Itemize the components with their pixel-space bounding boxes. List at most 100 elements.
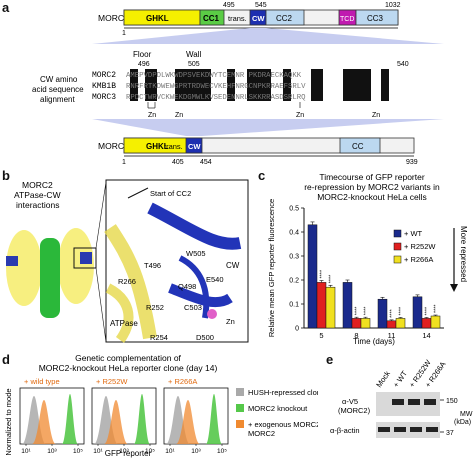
hist-tick-label: 10¹ — [21, 448, 31, 455]
panel-d-ylabel: Normalized to mode — [4, 388, 13, 455]
chart-significance: **** — [355, 306, 361, 315]
morc3-cc-label: CC — [352, 142, 364, 151]
hist-tick-label: 10¹ — [165, 448, 175, 455]
floor-label: Floor — [133, 50, 152, 59]
morc3-cw — [185, 137, 203, 154]
zn-label-3: Zn — [296, 112, 304, 119]
chart-bar — [421, 318, 432, 329]
mw-150: 150 — [446, 398, 458, 405]
zn-label-1: Zn — [148, 112, 156, 119]
morc2-ghkl-label: GHKL — [146, 14, 169, 23]
chart-legend-swatch — [393, 229, 402, 238]
chart-bar — [430, 315, 441, 329]
label-q498: Q498 — [178, 282, 196, 291]
hist-tick-label: 10⁵ — [73, 448, 83, 455]
chart-xtick-label: 14 — [422, 331, 430, 340]
label-r266: R266 — [118, 277, 136, 286]
chart-significance: **** — [399, 306, 405, 315]
chart-ytick-label: 0.5 — [289, 206, 299, 213]
hist-knockout — [206, 394, 222, 444]
chart-ytick-label: 0 — [295, 326, 299, 333]
blot-v5-label-2: (MORC2) — [338, 406, 371, 415]
align-row-1-seq: AMEPVDPDLWKWDPSVEKDWYTCEMNR PKDRAECKAQKK — [126, 72, 302, 80]
legend-knockout-swatch — [236, 404, 244, 412]
label-start-cc2: Start of CC2 — [150, 189, 191, 198]
hist-exogenous — [176, 400, 200, 444]
align-row-1-name: MORC2 — [92, 71, 116, 80]
align-row-2-name: KMB1B — [92, 82, 116, 91]
label-d500: D500 — [196, 333, 214, 342]
mw-unit: (kDa) — [454, 419, 471, 426]
morc3-start: 1 — [122, 159, 126, 166]
legend-exogenous-swatch — [236, 420, 244, 428]
align-row-3-seq: RPDCTWRVCKWEKDGMWLKVSEDENNRLSKKRRASDSRLR… — [126, 94, 306, 102]
chart-ytick-label: 0.1 — [289, 302, 299, 309]
legend-exogenous: + exogenous MORC2 — [248, 420, 318, 429]
blot-actin-label: α-β-actin — [330, 426, 360, 435]
panel-e-letter: e — [326, 352, 334, 367]
blot-v5-label: α-V5 — [342, 397, 358, 406]
chart-xtick-label: 8 — [354, 331, 358, 340]
morc3-ghkl-label: GHKL — [146, 142, 169, 151]
panel-b-letter: b — [2, 168, 10, 183]
panel-c-letter: c — [258, 168, 266, 183]
morc2-cc3 — [355, 9, 399, 26]
overview-structure — [6, 228, 97, 318]
chart-bar — [360, 318, 371, 329]
more-repressed-label: More repressed — [459, 226, 468, 282]
align-title-3: alignment — [40, 95, 75, 104]
mw-37: 37 — [446, 430, 454, 437]
align-row-3-name: MORC3 — [92, 93, 116, 102]
label-r254: R254 — [150, 333, 168, 342]
chart-significance: **** — [390, 308, 396, 317]
lane-mock: Mock — [374, 369, 392, 389]
morc3-cw-end: 454 — [200, 159, 212, 166]
label-t496: T496 — [144, 261, 161, 270]
chart-xlabel: Time (days) — [353, 337, 395, 346]
morc2-cc2 — [265, 9, 305, 26]
legend-knockout: MORC2 knockout — [248, 404, 308, 413]
zn-ion — [207, 309, 217, 319]
morc3-cw-label: CW — [188, 142, 201, 151]
panel-d-title-1: Genetic complementation of — [75, 353, 181, 363]
chart-bar — [386, 320, 397, 329]
hist-tick-label: 10¹ — [93, 448, 103, 455]
chart-legend-swatch — [393, 242, 402, 251]
wall-label: Wall — [186, 50, 201, 59]
morc2-end: 1032 — [385, 2, 401, 9]
morc2-cw-end: 545 — [255, 2, 267, 9]
hist-subtitle: + R252W — [96, 377, 128, 386]
chart-title-1: Timecourse of GFP reporter — [319, 172, 425, 182]
chart-significance: **** — [425, 306, 431, 315]
zoom-structure — [104, 202, 242, 343]
chart-bar — [325, 286, 336, 329]
chart-title-3: MORC2-knockout HeLa cells — [317, 192, 427, 202]
label-atpase: ATPase — [110, 319, 138, 328]
chart-xtick-label: 11 — [388, 331, 396, 340]
morc3-end: 939 — [406, 159, 418, 166]
hist-tick-label: 10³ — [119, 448, 129, 455]
chart-bar — [412, 296, 423, 329]
legend-exogenous-2: MORC2 — [248, 429, 275, 438]
morc2-cc1 — [199, 9, 225, 26]
chart-ytick-label: 0.4 — [289, 230, 299, 237]
chart-legend-swatch — [393, 255, 402, 264]
chart-ytick-label: 0.3 — [289, 254, 299, 261]
morc3-trans-label: trans. — [164, 142, 183, 151]
hist-knockout — [134, 394, 150, 444]
panel-b-title-1: MORC2 — [22, 180, 53, 190]
align-row-2-seq: RNRFRTKDWEWGPRTRDWECVKEHFNRGCNPKRRAEFSRL… — [126, 83, 306, 91]
chart-bar — [395, 318, 406, 329]
morc2-cw-label: CW — [252, 14, 265, 23]
hist-subtitle: + R266A — [168, 377, 197, 386]
label-e540: E540 — [206, 275, 224, 284]
chart-legend-label: + R252W — [404, 242, 436, 251]
label-c503: C503 — [184, 303, 202, 312]
chart-bar — [351, 318, 362, 329]
lane-wt: + WT — [391, 369, 409, 389]
legend-hush-swatch — [236, 388, 244, 396]
panel-d-title-2: MORC2-knockout HeLa reporter clone (day … — [39, 363, 218, 373]
morc2-cc3-label: CC3 — [367, 14, 384, 23]
hist-tick-label: 10⁵ — [145, 448, 155, 455]
morc2-trans-label: trans. — [228, 14, 247, 23]
